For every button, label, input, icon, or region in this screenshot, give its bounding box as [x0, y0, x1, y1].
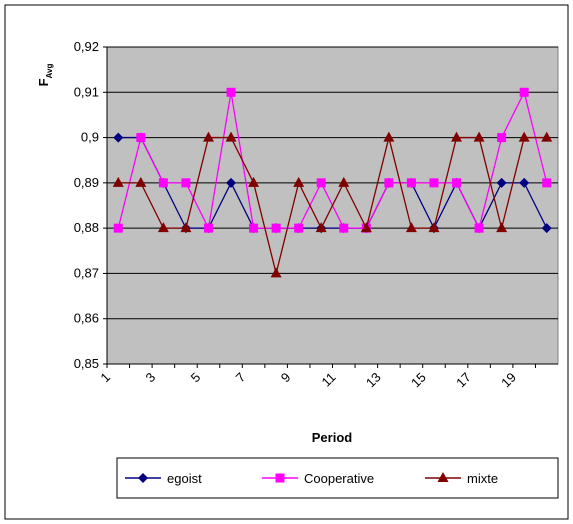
data-point [226, 177, 237, 188]
data-point [202, 131, 214, 142]
data-point [294, 223, 304, 233]
data-point [519, 87, 529, 97]
legend-label: Cooperative [304, 471, 374, 486]
legend-marker [275, 473, 285, 483]
data-point [181, 178, 191, 188]
data-point [136, 133, 146, 143]
y-tick-label: 0,88 [74, 220, 99, 235]
data-point [113, 132, 124, 143]
data-point [271, 223, 281, 233]
x-axis-title: Period [312, 430, 353, 445]
data-point [406, 178, 416, 188]
data-point [180, 222, 192, 233]
data-point [226, 87, 236, 97]
y-axis-title-sub: Avg [45, 64, 54, 79]
data-point [225, 131, 237, 142]
data-point [496, 177, 507, 188]
data-point [383, 131, 395, 142]
data-point [316, 178, 326, 188]
data-point [113, 223, 123, 233]
data-point [293, 176, 305, 187]
data-point [248, 176, 260, 187]
data-point [497, 133, 507, 143]
y-tick-label: 0,85 [74, 356, 99, 371]
data-point [541, 131, 553, 142]
data-point [158, 178, 168, 188]
legend-marker [138, 473, 148, 483]
data-point [339, 223, 349, 233]
data-point [135, 176, 147, 187]
data-point [473, 131, 485, 142]
y-tick-label: 0,9 [81, 130, 99, 145]
data-point [496, 222, 508, 233]
data-point [112, 176, 124, 187]
data-point [429, 178, 439, 188]
y-tick-label: 0,91 [74, 84, 99, 99]
data-point [428, 222, 440, 233]
data-point [518, 131, 530, 142]
data-point [157, 222, 169, 233]
legend-marker [437, 472, 449, 482]
legend [116, 457, 559, 499]
data-point [249, 223, 259, 233]
data-point [270, 267, 282, 278]
y-tick-label: 0,86 [74, 311, 99, 326]
data-point [405, 222, 417, 233]
y-axis-title: FAvg [36, 64, 54, 87]
data-point [315, 222, 327, 233]
data-point [360, 222, 372, 233]
y-tick-label: 0,92 [74, 39, 99, 54]
data-point [542, 178, 552, 188]
y-axis-title-main: F [36, 78, 51, 86]
data-point [338, 176, 350, 187]
data-point [203, 223, 213, 233]
data-point [519, 177, 530, 188]
data-point [474, 223, 484, 233]
data-point [384, 178, 394, 188]
legend-label: egoist [167, 471, 202, 486]
y-tick-label: 0,89 [74, 175, 99, 190]
data-point [452, 178, 462, 188]
legend-label: mixte [467, 471, 498, 486]
y-tick-label: 0,87 [74, 265, 99, 280]
series-line [118, 136, 547, 274]
data-point [451, 131, 463, 142]
data-point [541, 223, 552, 234]
